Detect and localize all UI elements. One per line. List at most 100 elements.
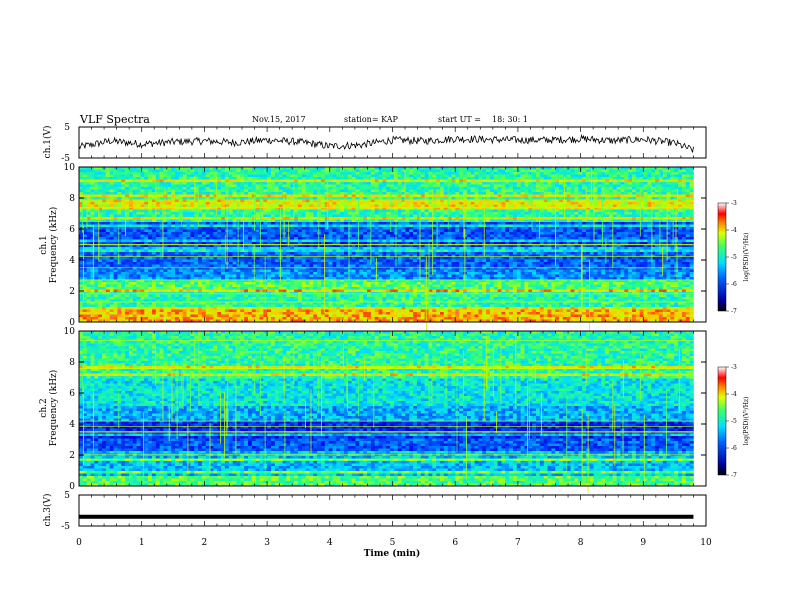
spectrogram-cell [163, 207, 168, 210]
spectrogram-cell [347, 232, 352, 235]
spectrogram-cell [405, 189, 410, 193]
spectrogram-cell [528, 194, 533, 198]
spectrogram-cell [520, 182, 525, 185]
spectrogram-cell [539, 217, 544, 220]
spectrogram-cell [355, 214, 360, 218]
spectrogram-cell [151, 184, 157, 188]
spectrogram-cell [194, 167, 199, 170]
spectrogram-cell [178, 192, 183, 195]
spectrogram-cell [524, 217, 529, 220]
spectrogram-cell [213, 169, 218, 173]
spectrogram-cell [447, 232, 452, 235]
spectrogram-cell [267, 234, 272, 238]
spectrogram-cell [363, 219, 368, 223]
spectrogram-cell [463, 212, 468, 215]
spectrogram-cell [378, 182, 383, 185]
spectrogram-cell [539, 229, 544, 233]
spectrogram-cell [593, 207, 598, 210]
spectrogram-cell [524, 179, 529, 183]
spectrogram-cell [428, 202, 433, 205]
spectrogram-cell [320, 179, 326, 183]
spectrogram-cell [559, 199, 564, 203]
spectrogram-cell [175, 212, 180, 215]
spectrogram-cell [271, 177, 276, 180]
spectrogram-cell [643, 239, 648, 243]
spectrogram-cell [543, 169, 548, 173]
spectrogram-cell [117, 244, 122, 248]
spectrogram-cell [658, 229, 664, 233]
spectrogram-cell [332, 192, 337, 195]
spectrogram-cell [658, 169, 664, 173]
spectrogram-cell [213, 229, 218, 233]
spectrogram-cell [393, 214, 399, 218]
spectrogram-cell [639, 182, 644, 185]
spectrogram-cell [132, 244, 137, 248]
spectrogram-cell [113, 202, 118, 205]
spectrogram-cell [455, 222, 460, 225]
spectrogram-cell [474, 227, 479, 230]
spectrogram-cell [685, 192, 690, 195]
spectrogram-cell [597, 189, 602, 193]
spectrogram-cell [635, 237, 640, 240]
spectrogram-cell [386, 202, 391, 205]
spectrogram-cell [570, 192, 575, 195]
spectrogram-cell [593, 172, 598, 175]
spectrogram-cell [247, 207, 253, 210]
spectrogram-cell [601, 204, 606, 208]
spectrogram-cell [159, 229, 164, 233]
spectrogram-cell [79, 209, 84, 213]
spectrogram-cell [539, 187, 544, 190]
spectrogram-cell [182, 192, 187, 195]
spectrogram-cell [313, 174, 318, 178]
spectrogram-cell [574, 172, 579, 175]
spectrogram-cell [489, 229, 495, 233]
spectrogram-cell [105, 167, 111, 170]
spectrogram-cell [128, 214, 134, 218]
spectrogram-cell [651, 207, 656, 210]
spectrogram-cell [478, 239, 483, 243]
spectrogram-cell [359, 237, 364, 240]
spectrogram-cell [386, 187, 391, 190]
spectrogram-cell [486, 219, 491, 223]
spectrogram-cell [217, 184, 222, 188]
spectrogram-cell [355, 189, 360, 193]
spectrogram-cell [367, 189, 372, 193]
spectrogram-cell [632, 237, 637, 240]
spectrogram-cell [635, 209, 640, 213]
spectrogram-cell [639, 192, 644, 195]
spectrogram-cell [651, 194, 656, 198]
spectrogram-cell [428, 199, 433, 203]
spectrogram-cell [647, 179, 652, 183]
spectrogram-cell [478, 192, 483, 195]
spectrogram-cell [328, 172, 333, 175]
spectrogram-cell [221, 187, 226, 190]
spectrogram-cell [271, 242, 276, 245]
spectrogram-cell [489, 194, 495, 198]
spectrogram-cell [670, 199, 675, 203]
spectrogram-cell [228, 199, 233, 203]
spectrogram-cell [232, 232, 237, 235]
spectrogram-cell [555, 182, 560, 185]
spectrogram-cell [455, 199, 460, 203]
spectrogram-cell [301, 222, 306, 225]
spectrogram-cell [305, 232, 310, 235]
spectrogram-cell [79, 179, 84, 183]
spectrogram-cell [432, 209, 437, 213]
spectrogram-cell [159, 174, 164, 178]
spectrogram-cell [597, 234, 602, 238]
spectrogram-cell [175, 222, 180, 225]
spectrogram-cell [608, 182, 614, 185]
spectrogram-cell [608, 224, 614, 228]
spectrogram-cell [136, 169, 141, 173]
spectrogram-cell [370, 209, 376, 213]
spectrogram-cell [432, 239, 437, 243]
spectrogram-cell [359, 167, 364, 170]
spectrogram-cell [578, 204, 583, 208]
spectrogram-cell [336, 227, 341, 230]
spectrogram-cell [171, 237, 176, 240]
spectrogram-cell [428, 177, 433, 180]
spectrogram-cell [416, 194, 422, 198]
spectrogram-cell [132, 242, 137, 245]
spectrogram-cell [493, 227, 498, 230]
spectrogram-cell [678, 239, 683, 243]
